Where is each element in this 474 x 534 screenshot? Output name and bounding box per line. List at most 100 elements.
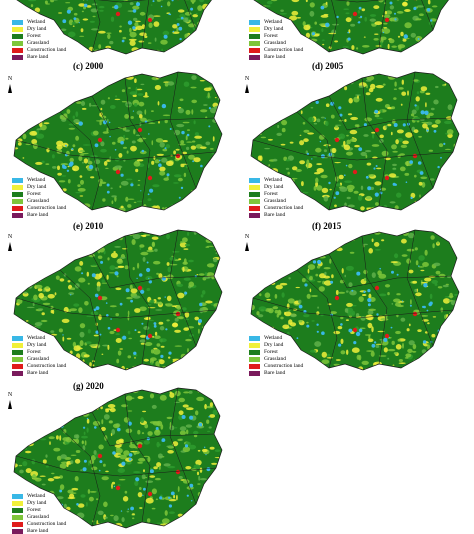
legend-item: Forest [12,507,66,514]
legend-item: Wetland [12,493,66,500]
legend-item: Construction land [249,363,303,370]
legend-label: Wetland [264,335,282,342]
legend-item: Construction land [12,47,66,54]
legend-label: Wetland [264,19,282,26]
legend-label: Grassland [264,198,286,205]
legend-label: Wetland [27,493,45,500]
legend-item: Forest [249,349,303,356]
legend-swatch [12,501,23,506]
legend-swatch [12,192,23,197]
north-arrow-icon [8,84,12,93]
legend-swatch [12,529,23,534]
legend-item: Wetland [249,335,303,342]
legend-label: Grassland [27,356,49,363]
legend-item: Grassland [12,514,66,521]
legend-item: Dry land [12,500,66,507]
legend-item: Grassland [249,198,303,205]
legend-label: Bare land [264,370,285,376]
north-label: N [5,76,15,82]
legend-swatch [249,350,260,355]
legend-label: Forest [27,33,41,40]
legend-label: Dry land [27,342,46,349]
legend-item: Dry land [249,342,303,349]
legend-label: Dry land [264,184,283,191]
legend-label: Grassland [27,198,49,205]
legend-swatch [12,41,23,46]
legend-label: Dry land [27,26,46,33]
legend-swatch [12,199,23,204]
legend-label: Dry land [27,500,46,507]
legend-item: Bare land [249,370,303,376]
legend-swatch [12,350,23,355]
legend-swatch [249,336,260,341]
legend-label: Construction land [264,205,303,212]
panel-caption-e: (e) 2010 [73,221,103,231]
legend-label: Forest [27,507,41,514]
legend-label: Wetland [27,335,45,342]
legend-swatch [12,48,23,53]
legend-item: Dry land [249,26,303,33]
legend-swatch [12,34,23,39]
legend-item: Wetland [12,335,66,342]
legend-label: Bare land [27,528,48,534]
legend-label: Wetland [264,177,282,184]
legend-item: Dry land [12,184,66,191]
legend-item: Forest [12,191,66,198]
north-arrow-icon [8,242,12,251]
legend-item: Forest [12,33,66,40]
legend-label: Wetland [27,19,45,26]
legend-item: Grassland [249,356,303,363]
legend-swatch [249,371,260,376]
panel-caption-c: (c) 2000 [73,61,103,71]
legend-item: Wetland [249,177,303,184]
north-arrow-icon [8,400,12,409]
legend-item: Construction land [249,205,303,212]
legend-swatch [249,206,260,211]
legend-label: Construction land [264,47,303,54]
legend-item: Dry land [249,184,303,191]
legend-swatch [12,357,23,362]
legend-item: Wetland [12,177,66,184]
legend-label: Forest [27,349,41,356]
legend-label: Grassland [264,40,286,47]
legend-item: Forest [12,349,66,356]
legend-label: Dry land [264,26,283,33]
legend-swatch [249,20,260,25]
legend-item: Construction land [12,521,66,528]
legend-label: Grassland [264,356,286,363]
panel-caption-d: (d) 2005 [312,61,343,71]
legend-label: Grassland [27,40,49,47]
legend-swatch [249,48,260,53]
legend-label: Dry land [264,342,283,349]
legend-label: Construction land [27,47,66,54]
north-label: N [242,234,252,240]
legend-label: Construction land [27,521,66,528]
legend-swatch [12,364,23,369]
legend-swatch [249,27,260,32]
legend-swatch [12,185,23,190]
legend-swatch [12,27,23,32]
legend-swatch [12,494,23,499]
legend-label: Wetland [27,177,45,184]
legend-item: Dry land [12,26,66,33]
panel-caption-f: (f) 2015 [312,221,341,231]
legend-swatch [249,343,260,348]
legend-label: Construction land [264,363,303,370]
legend-swatch [249,185,260,190]
legend-item: Forest [249,191,303,198]
legend-swatch [249,192,260,197]
north-arrow-icon [245,84,249,93]
north-arrow-icon [245,242,249,251]
legend-swatch [12,20,23,25]
legend-item: Bare land [12,528,66,534]
